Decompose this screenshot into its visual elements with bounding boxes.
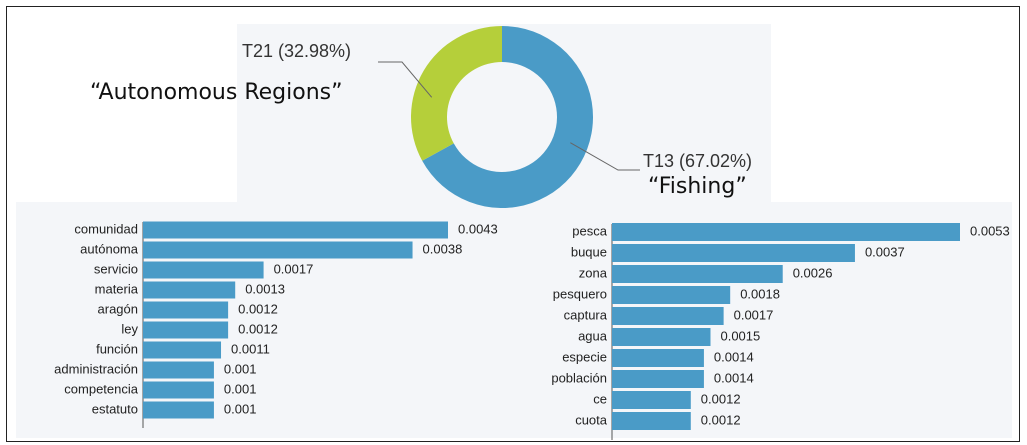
left-chart-value-label: 0.001 — [224, 361, 257, 376]
left-chart-value-label: 0.0012 — [238, 321, 278, 336]
left-chart-value-label: 0.0013 — [245, 281, 285, 296]
right-chart-value-label: 0.0015 — [720, 328, 760, 343]
autonomous-regions-annotation: “Autonomous Regions” — [90, 80, 343, 105]
right-chart-value-label: 0.0012 — [701, 412, 741, 427]
right-chart-bar-agua — [612, 328, 711, 346]
right-chart-value-label: 0.0014 — [714, 349, 754, 364]
left-chart-category-label: autónoma — [80, 241, 139, 256]
left-chart-value-label: 0.0043 — [458, 221, 498, 236]
left-chart-value-label: 0.0011 — [231, 341, 270, 356]
right-chart-category-label: ce — [593, 391, 607, 406]
right-chart-value-label: 0.0014 — [714, 370, 754, 385]
right-chart-bar-cuota — [612, 412, 691, 430]
left-chart-bar-administración — [143, 361, 214, 379]
right-chart-value-label: 0.0018 — [740, 286, 780, 301]
right-chart-bar-zona — [612, 265, 783, 283]
fishing-annotation: “Fishing” — [648, 174, 747, 199]
left-chart-bar-función — [143, 341, 222, 359]
left-chart-bar-ley — [143, 321, 229, 339]
donut-leader-line-t13 — [570, 142, 640, 171]
left-chart-bar-materia — [143, 281, 236, 299]
donut-label-t21: T21 (32.98%) — [242, 41, 351, 61]
bars-panel-background — [16, 202, 1012, 438]
right-chart-bar-buque — [612, 244, 855, 262]
right-chart-category-label: pesca — [572, 223, 607, 238]
left-chart-category-label: aragón — [98, 301, 138, 316]
left-chart-category-label: servicio — [94, 261, 138, 276]
left-chart-bar-aragón — [143, 301, 229, 319]
right-chart-category-label: cuota — [575, 412, 608, 427]
left-chart-bar-estatuto — [143, 401, 214, 419]
right-chart-category-label: población — [551, 370, 607, 385]
donut-slice-t13 — [422, 26, 593, 208]
left-chart-value-label: 0.001 — [224, 381, 257, 396]
donut-leader-line-t21 — [378, 61, 433, 98]
right-chart-bar-pesca — [612, 223, 960, 241]
right-chart-category-label: zona — [579, 265, 608, 280]
donut-label-t13: T13 (67.02%) — [643, 151, 752, 171]
right-chart-category-label: pesquero — [553, 286, 607, 301]
right-chart-value-label: 0.0026 — [793, 265, 833, 280]
left-chart-bar-competencia — [143, 381, 214, 399]
right-chart-bar-especie — [612, 349, 704, 367]
left-chart-category-label: ley — [121, 321, 138, 336]
right-chart-value-label: 0.0017 — [734, 307, 774, 322]
left-chart-bar-autónoma — [143, 241, 413, 259]
left-chart-category-label: administración — [54, 361, 138, 376]
left-chart-value-label: 0.0017 — [274, 261, 314, 276]
right-chart-category-label: especie — [562, 349, 607, 364]
donut-slice-t21 — [410, 26, 502, 161]
left-chart-value-label: 0.0012 — [238, 301, 278, 316]
left-chart-category-label: materia — [95, 281, 139, 296]
left-chart-category-label: competencia — [64, 381, 138, 396]
left-chart-value-label: 0.001 — [224, 401, 257, 416]
left-chart-bar-comunidad — [143, 221, 448, 239]
left-chart-category-label: estatuto — [92, 401, 138, 416]
right-chart-bar-pesquero — [612, 286, 731, 304]
right-chart-category-label: buque — [571, 244, 607, 259]
left-chart-bar-servicio — [143, 261, 264, 279]
right-chart-category-label: captura — [564, 307, 608, 322]
right-chart-category-label: agua — [578, 328, 608, 343]
left-chart-category-label: comunidad — [74, 221, 138, 236]
right-chart-bar-ce — [612, 391, 691, 409]
left-chart-value-label: 0.0038 — [423, 241, 463, 256]
left-chart-category-label: función — [96, 341, 138, 356]
right-chart-value-label: 0.0012 — [701, 391, 741, 406]
right-chart-bar-población — [612, 370, 704, 388]
right-chart-bar-captura — [612, 307, 724, 325]
right-chart-value-label: 0.0053 — [970, 223, 1010, 238]
right-chart-value-label: 0.0037 — [865, 244, 905, 259]
